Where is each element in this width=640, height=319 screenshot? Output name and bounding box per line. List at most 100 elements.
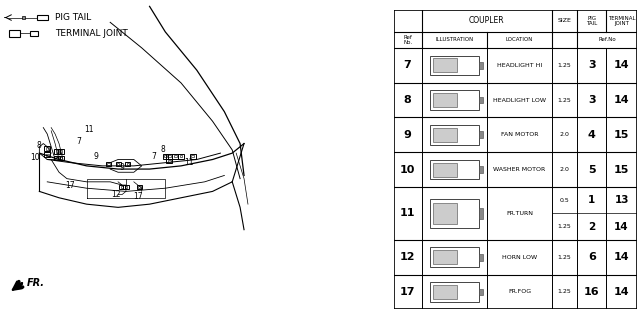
Bar (163, 154, 168, 159)
Text: FR.FOG: FR.FOG (508, 289, 531, 294)
Bar (168, 160, 171, 162)
Text: 1: 1 (588, 195, 595, 205)
Bar (164, 155, 166, 157)
Bar (479, 131, 483, 138)
Bar (125, 186, 127, 188)
Text: 14: 14 (614, 221, 629, 232)
Bar (166, 159, 172, 163)
Text: 9: 9 (94, 152, 99, 161)
Bar (479, 62, 483, 69)
Bar (44, 152, 50, 157)
Bar (9, 30, 20, 37)
Text: 11: 11 (184, 158, 194, 167)
Bar (430, 248, 479, 267)
Text: HEADLIGHT LOW: HEADLIGHT LOW (493, 98, 546, 102)
Text: 0.5: 0.5 (559, 198, 570, 203)
Text: 15: 15 (614, 130, 629, 140)
Bar (433, 93, 457, 107)
Text: 10: 10 (30, 153, 40, 162)
Text: SIZE: SIZE (557, 18, 572, 23)
Bar (54, 149, 60, 154)
Bar (22, 16, 25, 19)
Text: 1.25: 1.25 (557, 289, 572, 294)
Bar (44, 146, 50, 151)
Text: 15: 15 (614, 165, 629, 175)
Bar (179, 154, 184, 159)
Bar (56, 150, 58, 153)
Text: LOCATION: LOCATION (506, 37, 533, 42)
Bar (106, 162, 111, 167)
Bar (117, 163, 119, 165)
Bar (191, 155, 195, 157)
Bar (479, 254, 483, 261)
Text: 11: 11 (400, 208, 415, 219)
Text: 12: 12 (111, 190, 121, 199)
Bar (433, 58, 457, 72)
Text: 14: 14 (614, 252, 629, 262)
Bar (172, 154, 178, 159)
Text: 17: 17 (133, 192, 143, 201)
Text: WASHER MOTOR: WASHER MOTOR (493, 167, 545, 172)
Bar (433, 128, 457, 142)
Bar (479, 167, 483, 173)
Bar (430, 90, 479, 110)
Text: 17: 17 (65, 181, 75, 189)
Text: 2.0: 2.0 (559, 167, 570, 172)
Bar (107, 163, 109, 165)
Bar (433, 285, 457, 299)
Text: 3: 3 (588, 95, 596, 105)
Bar (60, 150, 63, 153)
Text: 14: 14 (614, 95, 629, 105)
Text: TERMINAL JOINT: TERMINAL JOINT (55, 29, 128, 38)
Bar (430, 160, 479, 179)
Text: 8: 8 (404, 95, 412, 105)
Text: 10: 10 (400, 165, 415, 175)
Text: 11: 11 (84, 125, 93, 134)
Bar (58, 149, 64, 154)
Bar (37, 15, 49, 20)
Bar (433, 250, 457, 264)
Text: HORN LOW: HORN LOW (502, 255, 537, 260)
Text: PIG TAIL: PIG TAIL (55, 13, 92, 22)
Bar (174, 155, 177, 157)
Bar (54, 156, 60, 160)
Bar (60, 157, 63, 159)
Bar (58, 156, 64, 160)
Text: FR.TURN: FR.TURN (506, 211, 533, 216)
Bar (125, 162, 131, 167)
Text: 7: 7 (151, 152, 156, 161)
Bar (45, 147, 49, 150)
Bar (433, 163, 457, 176)
Text: 2.0: 2.0 (559, 132, 570, 137)
Text: 1.25: 1.25 (557, 255, 572, 260)
Text: 17: 17 (400, 287, 415, 297)
Bar (121, 186, 124, 188)
Bar (479, 208, 483, 219)
Bar (479, 288, 483, 295)
Text: COUPLER: COUPLER (469, 16, 504, 25)
Text: 1.25: 1.25 (557, 63, 572, 68)
Text: 7: 7 (76, 137, 81, 146)
Text: 6: 6 (588, 252, 596, 262)
Text: 1.25: 1.25 (557, 224, 572, 229)
Text: TERMINAL
JOINT: TERMINAL JOINT (608, 16, 636, 26)
Bar (127, 163, 129, 165)
Bar (430, 56, 479, 75)
Text: 4: 4 (588, 130, 596, 140)
Text: 8: 8 (161, 145, 166, 154)
Bar (430, 282, 479, 301)
Bar (45, 153, 49, 156)
Text: HEADLIGHT HI: HEADLIGHT HI (497, 63, 542, 68)
Bar (190, 154, 196, 159)
Bar (180, 155, 182, 157)
Text: PIG
TAIL: PIG TAIL (586, 16, 597, 26)
Bar (120, 184, 125, 189)
Bar (168, 155, 171, 157)
Bar (430, 125, 479, 145)
Text: 16: 16 (584, 287, 600, 297)
Text: 12: 12 (400, 252, 415, 262)
Text: ILLUSTRATION: ILLUSTRATION (435, 37, 474, 42)
Bar (166, 154, 172, 159)
Text: 8: 8 (37, 141, 42, 150)
Bar (56, 157, 58, 159)
